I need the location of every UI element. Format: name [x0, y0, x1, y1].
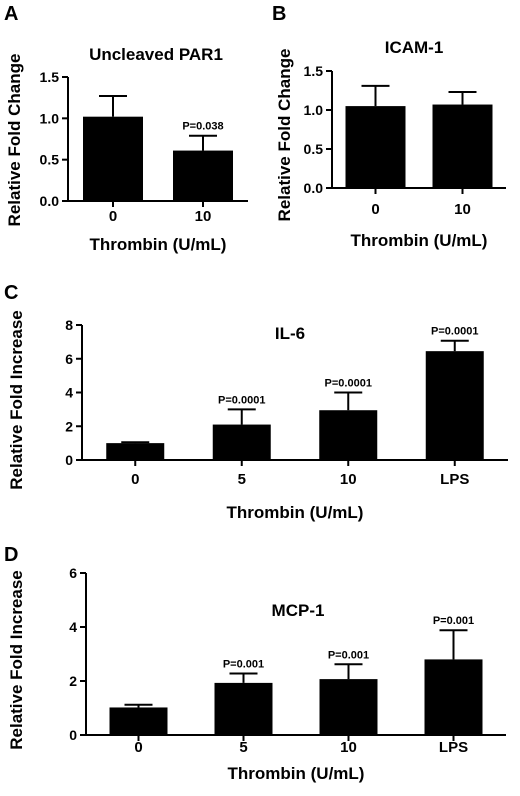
- panel-c-pvalue-label: P=0.0001: [431, 326, 478, 338]
- panel-d-category-label: 5: [239, 739, 247, 756]
- panel-c-pvalue-label: P=0.0001: [325, 378, 372, 390]
- panel-a-ytick-label: 1.0: [40, 110, 60, 126]
- panel-b-xlabel: Thrombin (U/mL): [351, 231, 488, 250]
- panel-a-xlabel: Thrombin (U/mL): [90, 235, 227, 254]
- panel-b-ytick-label: 0.5: [304, 141, 324, 157]
- panel-a-category-label: 0: [109, 208, 117, 225]
- panel-d-pvalue-label: P=0.001: [328, 649, 369, 661]
- panel-b-ytick-label: 1.5: [304, 63, 324, 79]
- panel-c-ytick-label: 4: [65, 385, 73, 401]
- panel-a-ytick-label: 1.5: [40, 69, 60, 85]
- panel-a-bar: [83, 116, 143, 201]
- panel-b-ytick-label: 1.0: [304, 102, 324, 118]
- panel-d-bar: [109, 707, 168, 735]
- panel-d-category-label: 0: [134, 739, 142, 756]
- panel-d-category-label: LPS: [439, 739, 468, 756]
- panel-a-title: Uncleaved PAR1: [89, 45, 223, 64]
- panel-c-ylabel: Relative Fold Increase: [7, 310, 26, 490]
- panel-b-letter: B: [272, 3, 286, 25]
- panel-c-bar: [425, 351, 484, 460]
- panel-b-category-label: 10: [454, 201, 471, 218]
- panel-d-pvalue-label: P=0.001: [223, 658, 264, 670]
- panel-c-category-label: 10: [340, 471, 357, 488]
- panel-a-pvalue-label: P=0.038: [182, 121, 223, 133]
- panel-c-letter: C: [4, 282, 18, 304]
- panel-c-pvalue-label: P=0.0001: [218, 394, 265, 406]
- panel-b-ytick-label: 0.0: [304, 180, 324, 196]
- panel-d-ylabel: Relative Fold Increase: [7, 570, 26, 750]
- panel-a-bar: [173, 150, 233, 201]
- panel-d-bar: [319, 679, 378, 735]
- panel-d-ytick-label: 4: [69, 619, 77, 635]
- panel-a-ytick-label: 0.5: [40, 152, 60, 168]
- panel-a-ytick-label: 0.0: [40, 193, 60, 209]
- panel-b: B ICAM-1 Thrombin (U/mL) Relative Fold C…: [272, 3, 506, 250]
- panel-c-bar: [106, 443, 165, 460]
- panel-c-bar: [319, 410, 378, 460]
- panel-c-category-label: 5: [238, 471, 246, 488]
- panel-d: D MCP-1 Thrombin (U/mL) Relative Fold In…: [4, 544, 506, 783]
- panel-a-category-label: 10: [195, 208, 212, 225]
- panel-c-ytick-label: 8: [65, 317, 73, 333]
- panel-c-ytick-label: 0: [65, 452, 73, 468]
- panel-b-ylabel: Relative Fold Change: [275, 49, 294, 222]
- panel-d-ytick-label: 2: [69, 673, 77, 689]
- panel-b-title: ICAM-1: [385, 38, 444, 57]
- panel-c-ytick-label: 6: [65, 351, 73, 367]
- panel-d-xlabel: Thrombin (U/mL): [228, 764, 365, 783]
- panel-b-bar: [432, 104, 493, 188]
- panel-a-ylabel: Relative Fold Change: [5, 54, 24, 227]
- panel-d-ytick-label: 6: [69, 565, 77, 581]
- panel-d-bar: [424, 659, 483, 735]
- panel-d-title: MCP-1: [272, 601, 325, 620]
- panel-c-category-label: LPS: [440, 471, 469, 488]
- panel-d-bar: [214, 682, 273, 735]
- panel-b-category-label: 0: [371, 201, 379, 218]
- panel-c-title: IL-6: [275, 324, 305, 343]
- panel-c-category-label: 0: [131, 471, 139, 488]
- panel-d-pvalue-label: P=0.001: [433, 615, 474, 627]
- panel-a-letter: A: [4, 3, 18, 25]
- panel-d-ytick-label: 0: [69, 727, 77, 743]
- panel-d-category-label: 10: [340, 739, 357, 756]
- panel-d-letter: D: [4, 544, 18, 566]
- panel-c: C IL-6 Thrombin (U/mL) Relative Fold Inc…: [4, 282, 508, 522]
- panel-a: A Uncleaved PAR1 Thrombin (U/mL) Relativ…: [4, 3, 248, 254]
- panel-c-ytick-label: 2: [65, 418, 73, 434]
- panel-c-bar: [212, 424, 271, 460]
- panel-c-xlabel: Thrombin (U/mL): [227, 503, 364, 522]
- panel-b-bar: [345, 106, 406, 188]
